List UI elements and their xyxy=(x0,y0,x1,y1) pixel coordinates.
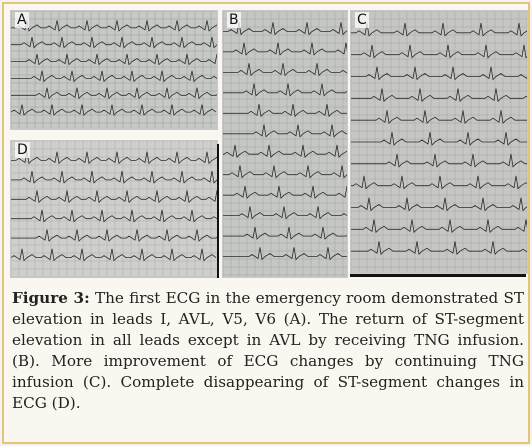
caption-text: The first ECG in the emergency room demo… xyxy=(12,289,524,412)
ecg-lead-trace xyxy=(223,22,347,36)
panel-label-a: A xyxy=(15,12,29,28)
panel-label-b: B xyxy=(227,12,241,28)
ecg-lead-trace xyxy=(223,42,347,56)
ecg-lead-trace xyxy=(223,144,347,159)
ecg-lead-trace xyxy=(11,70,217,83)
ecg-lead-trace xyxy=(223,185,347,200)
ecg-lead-trace xyxy=(11,87,217,100)
ecg-lead-trace xyxy=(223,63,347,77)
ecg-lead-trace xyxy=(11,104,217,116)
ecg-lead-trace xyxy=(351,66,527,81)
ecg-lead-trace xyxy=(223,247,347,261)
ecg-lead-trace xyxy=(11,248,217,262)
ecg-trace-b xyxy=(223,11,347,277)
ecg-lead-trace xyxy=(11,171,217,184)
ecg-lead-trace xyxy=(223,124,347,138)
ecg-lead-trace xyxy=(351,110,527,125)
ecg-lead-trace xyxy=(11,229,217,242)
ecg-trace-d xyxy=(11,141,217,277)
ecg-lead-trace xyxy=(351,197,527,212)
ecg-panel-a: A xyxy=(10,10,218,130)
ecg-trace-a xyxy=(11,11,217,129)
ecg-lead-trace xyxy=(11,20,217,32)
ecg-lead-trace xyxy=(351,175,527,190)
ecg-lead-trace xyxy=(351,22,527,37)
ecg-trace-c xyxy=(351,11,527,273)
ecg-lead-trace xyxy=(223,165,347,179)
ecg-lead-trace xyxy=(351,44,527,59)
divider-horizontal xyxy=(350,274,526,277)
ecg-lead-trace xyxy=(11,190,217,204)
figure-caption: Figure 3: The first ECG in the emergency… xyxy=(12,288,524,414)
caption-prefix: Figure 3: xyxy=(12,289,90,307)
ecg-lead-trace xyxy=(351,219,527,234)
ecg-lead-trace xyxy=(351,241,527,256)
ecg-lead-trace xyxy=(351,88,527,103)
ecg-panel-d: D xyxy=(10,140,218,278)
ecg-panel-b: B xyxy=(222,10,348,278)
ecg-panel-c: C xyxy=(350,10,528,274)
ecg-lead-trace xyxy=(11,37,217,49)
ecg-lead-trace xyxy=(223,226,347,240)
ecg-lead-trace xyxy=(223,104,347,118)
ecg-lead-trace xyxy=(351,153,527,168)
ecg-lead-trace xyxy=(11,53,217,66)
panel-label-c: C xyxy=(355,12,369,28)
ecg-lead-trace xyxy=(351,132,527,146)
ecg-lead-trace xyxy=(11,209,217,223)
ecg-lead-trace xyxy=(11,151,217,165)
divider-vertical xyxy=(217,144,219,278)
panel-label-d: D xyxy=(15,142,30,158)
ecg-lead-trace xyxy=(223,83,347,97)
ecg-lead-trace xyxy=(223,206,347,220)
